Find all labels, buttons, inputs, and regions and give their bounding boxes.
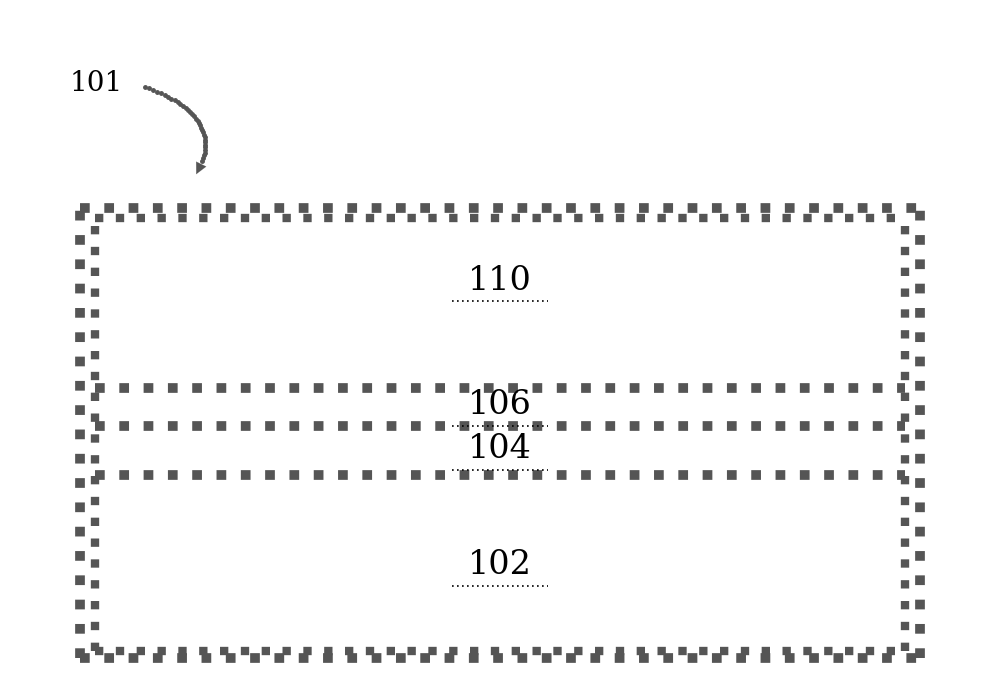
Text: 101: 101 [70,70,123,96]
Text: 102: 102 [468,549,532,581]
Text: 104: 104 [468,433,532,465]
Text: 110: 110 [468,265,532,297]
Text: 106: 106 [468,389,532,421]
